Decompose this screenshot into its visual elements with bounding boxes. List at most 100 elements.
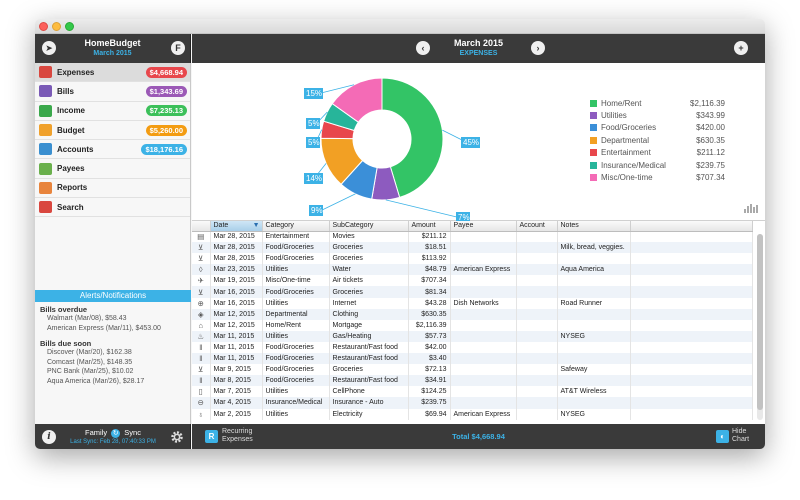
- table-row[interactable]: ǁ Mar 11, 2015 Food/Groceries Restaurant/Fa…: [192, 353, 753, 365]
- recurring-expenses-button[interactable]: Recurring Expenses: [222, 428, 253, 444]
- table-row[interactable]: ǁ Mar 8, 2015 Food/Groceries Restaurant/Fas…: [192, 375, 753, 387]
- legend-item: Entertainment $211.12: [590, 147, 725, 159]
- hide-chart-button[interactable]: Hide Chart: [732, 428, 749, 444]
- sidebar-item-reports[interactable]: Reports: [35, 179, 190, 199]
- sync-icon[interactable]: ↻: [111, 428, 121, 438]
- settings-gear-icon[interactable]: [170, 430, 184, 444]
- date-cell: Mar 28, 2015: [210, 253, 263, 265]
- alert-group-title: Bills overdue: [40, 305, 88, 314]
- pie-percent-label: 15%: [306, 89, 322, 98]
- legend-value: $630.35: [696, 135, 725, 145]
- category-cell: Entertainment: [262, 231, 330, 243]
- table-row[interactable]: ◈ Mar 12, 2015 Departmental Clothing $630.35: [192, 308, 753, 320]
- scrollbar-thumb[interactable]: [757, 234, 763, 410]
- table-row[interactable]: ǁ Mar 11, 2015 Food/Groceries Restaurant/Fa…: [192, 341, 753, 354]
- bar-chart-toggle-icon[interactable]: [744, 203, 758, 213]
- table-row[interactable]: ▯ Mar 7, 2015 Utilities CellPhone $124.25 AT&…: [192, 386, 753, 398]
- alert-item[interactable]: PNC Bank (Mar/25), $10.02: [47, 368, 134, 375]
- sidebar-item-search[interactable]: Search: [35, 198, 190, 218]
- alert-item[interactable]: Discover (Mar/20), $162.38: [47, 349, 132, 356]
- amount-column-header[interactable]: Amount: [408, 221, 451, 232]
- category-column-header[interactable]: Category: [262, 221, 330, 232]
- pie-percent-label-bg: [306, 118, 320, 129]
- navigate-icon[interactable]: ➤: [42, 41, 56, 55]
- sync-label[interactable]: Sync: [124, 428, 141, 437]
- pie-leader-line: [385, 199, 466, 220]
- subcategory-cell: Restaurant/Fast food: [329, 341, 409, 354]
- family-label[interactable]: Family: [85, 428, 108, 437]
- table-row[interactable]: ⊻ Mar 9, 2015 Food/Groceries Groceries $72.1…: [192, 364, 753, 376]
- subcategory-column-header[interactable]: SubCategory: [329, 221, 409, 232]
- cart-icon: ⊻: [192, 286, 211, 298]
- date-cell: Mar 28, 2015: [210, 231, 263, 243]
- sidebar-item-payees[interactable]: Payees: [35, 159, 190, 179]
- sidebar-item-bills[interactable]: Bills $1,343.69: [35, 82, 190, 102]
- pie-slice-misc-one-time[interactable]: [331, 77, 383, 123]
- table-row[interactable]: ▤ Mar 28, 2015 Entertainment Movies $211.12: [192, 231, 753, 243]
- payee-cell: American Express: [450, 408, 517, 420]
- amount-cell: $113.92: [408, 253, 451, 265]
- sidebar-item-accounts[interactable]: Accounts $18,176.16: [35, 140, 190, 160]
- alert-item[interactable]: American Express (Mar/11), $453.00: [47, 324, 161, 332]
- table-row[interactable]: ⊖ Mar 4, 2015 Insurance/Medical Insurance -…: [192, 397, 753, 409]
- alert-item[interactable]: Aqua America (Mar/26), $28.17: [47, 377, 145, 385]
- account-cell: [516, 264, 558, 276]
- legend-label: Misc/One-time: [601, 173, 653, 183]
- minimize-window-button[interactable]: [52, 22, 61, 31]
- sidebar-item-budget[interactable]: Budget $5,260.00: [35, 121, 190, 141]
- account-cell: [516, 253, 558, 265]
- subcategory-cell: Insurance - Auto: [329, 397, 409, 409]
- table-row[interactable]: ♁ Mar 2, 2015 Utilities Electricity $69.94 Am…: [192, 408, 753, 420]
- date-column-header[interactable]: Date ▼: [210, 221, 263, 232]
- info-icon[interactable]: i: [42, 430, 56, 444]
- legend-label: Food/Groceries: [601, 123, 657, 133]
- next-month-button[interactable]: ›: [531, 41, 545, 55]
- alerts-header: Alerts/Notifications: [35, 290, 191, 302]
- previous-month-button[interactable]: ‹: [416, 41, 430, 55]
- accounts-icon: [39, 143, 52, 156]
- table-row[interactable]: ⊕ Mar 16, 2015 Utilities Internet $43.28 Dish…: [192, 297, 753, 309]
- pie-slice-home-rent[interactable]: [381, 77, 444, 199]
- alert-item[interactable]: Comcast (Mar/25), $148.35: [47, 358, 133, 366]
- pie-percent-label: 5%: [308, 138, 320, 147]
- amount-cell: $42.00: [408, 341, 451, 354]
- view-subtitle: EXPENSES: [459, 50, 498, 57]
- table-row[interactable]: ⊻ Mar 28, 2015 Food/Groceries Groceries $113…: [192, 253, 753, 265]
- table-row[interactable]: ♨ Mar 11, 2015 Utilities Gas/Heating $57.73 N…: [192, 330, 753, 342]
- legend-label: Departmental: [601, 135, 650, 145]
- table-row[interactable]: ✈ Mar 19, 2015 Misc/One-time Air tickets $70…: [192, 275, 753, 287]
- sidebar-item-expenses[interactable]: Expenses $4,668.94: [35, 63, 190, 83]
- sidebar-item-income[interactable]: Income $7,235.13: [35, 102, 190, 121]
- legend-swatch: [590, 99, 597, 107]
- legend-label: Home/Rent: [601, 98, 642, 108]
- subcategory-cell: Groceries: [329, 242, 409, 254]
- zoom-window-button[interactable]: [65, 22, 74, 31]
- chart-icon: [39, 181, 52, 194]
- recurring-expenses-icon[interactable]: R: [205, 430, 218, 443]
- expense-pie-chart[interactable]: 45% 7% 9% 14% 5% 5% 15%: [292, 63, 592, 221]
- amount-cell: $43.28: [408, 297, 451, 309]
- sidebar-header: ➤ HomeBudget March 2015 F: [35, 34, 191, 63]
- notes-column-header[interactable]: Notes: [557, 221, 631, 232]
- table-row[interactable]: ⊻ Mar 16, 2015 Food/Groceries Groceries $81.…: [192, 286, 753, 298]
- add-expense-button[interactable]: +: [734, 41, 748, 55]
- legend-value: $211.12: [696, 148, 725, 158]
- alert-item[interactable]: Walmart (Mar/08), $58.43: [47, 315, 127, 322]
- filter-icon[interactable]: F: [171, 41, 185, 55]
- folder-icon: [39, 124, 52, 137]
- table-row[interactable]: ⊻ Mar 28, 2015 Food/Groceries Groceries $18.…: [192, 242, 753, 254]
- table-scrollbar[interactable]: [757, 234, 763, 420]
- hide-chart-icon[interactable]: ◐: [716, 430, 729, 443]
- amount-cell: $72.13: [408, 364, 451, 376]
- payee-column-header[interactable]: Payee: [450, 221, 517, 232]
- category-cell: Utilities: [262, 330, 330, 342]
- notes-cell: Milk, bread, veggies.: [557, 242, 631, 254]
- table-row[interactable]: ⌂ Mar 12, 2015 Home/Rent Mortgage $2,116.39: [192, 319, 753, 331]
- pie-percent-label: 45%: [463, 138, 479, 147]
- payee-cell: [450, 308, 517, 320]
- payee-cell: [450, 386, 517, 398]
- legend-swatch: [590, 112, 597, 120]
- close-window-button[interactable]: [39, 22, 48, 31]
- account-column-header[interactable]: Account: [516, 221, 558, 232]
- table-row[interactable]: ◊ Mar 23, 2015 Utilities Water $48.79 America…: [192, 264, 753, 276]
